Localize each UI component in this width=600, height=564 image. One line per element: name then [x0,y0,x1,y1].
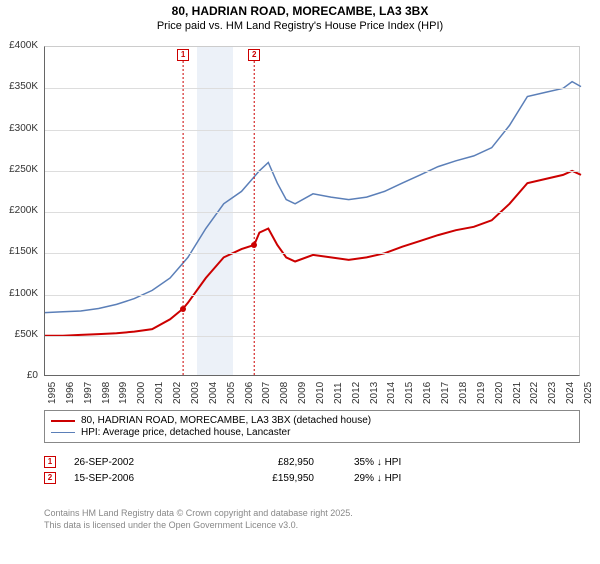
gridline [45,212,579,213]
x-axis-label: 2019 [476,382,487,404]
chart-title: 80, HADRIAN ROAD, MORECAMBE, LA3 3BX [0,4,600,18]
x-axis-label: 2024 [565,382,576,404]
x-axis-label: 2001 [154,382,165,404]
x-axis-label: 2020 [494,382,505,404]
x-axis-label: 2011 [333,382,344,404]
x-axis-label: 2009 [297,382,308,404]
y-axis-label: £0 [0,370,42,381]
x-axis-label: 2017 [440,382,451,404]
x-axis-label: 2016 [422,382,433,404]
gridline [45,171,579,172]
marker-dot [251,242,257,248]
x-axis-label: 2002 [172,382,183,404]
y-axis-label: £400K [0,40,42,51]
x-axis-label: 1998 [101,382,112,404]
x-axis-label: 2022 [529,382,540,404]
gridline [45,295,579,296]
x-axis-label: 2007 [261,382,272,404]
chart-svg [45,47,579,375]
x-axis-label: 2013 [369,382,380,404]
marker-box: 2 [248,49,260,61]
x-axis-label: 2014 [386,382,397,404]
x-axis-label: 1996 [65,382,76,404]
x-axis-label: 2008 [279,382,290,404]
marker-dot [180,306,186,312]
x-axis-label: 1999 [118,382,129,404]
x-axis-label: 1997 [83,382,94,404]
y-axis-label: £100K [0,288,42,299]
x-axis-label: 2000 [136,382,147,404]
x-axis-label: 1995 [47,382,58,404]
chart-subtitle: Price paid vs. HM Land Registry's House … [0,20,600,32]
x-axis-label: 2021 [512,382,523,404]
y-axis-label: £200K [0,205,42,216]
footer-note-2: This data is licensed under the Open Gov… [44,520,580,530]
x-axis-label: 2015 [404,382,415,404]
sale-date: 26-SEP-2002 [74,457,214,468]
legend-label: 80, HADRIAN ROAD, MORECAMBE, LA3 3BX (de… [81,415,371,426]
sale-date: 15-SEP-2006 [74,473,214,484]
sale-delta: 29% ↓ HPI [354,473,494,484]
sale-row: 2 15-SEP-2006£159,95029% ↓ HPI [44,472,580,484]
legend: 80, HADRIAN ROAD, MORECAMBE, LA3 3BX (de… [44,410,580,443]
sale-row: 1 26-SEP-2002£82,95035% ↓ HPI [44,456,580,468]
legend-label: HPI: Average price, detached house, Lanc… [81,427,290,438]
x-axis-label: 2025 [583,382,594,404]
x-axis-label: 2010 [315,382,326,404]
sale-price: £159,950 [214,473,354,484]
y-axis-label: £300K [0,123,42,134]
y-axis-label: £150K [0,246,42,257]
x-axis-label: 2023 [547,382,558,404]
x-axis-label: 2003 [190,382,201,404]
gridline [45,253,579,254]
gridline [45,88,579,89]
y-axis-label: £50K [0,329,42,340]
legend-swatch [51,432,75,434]
sale-delta: 35% ↓ HPI [354,457,494,468]
chart-plot-area: 12 [44,46,580,376]
sales-table: 1 26-SEP-2002£82,95035% ↓ HPI 2 15-SEP-2006… [44,452,580,488]
x-axis-label: 2006 [244,382,255,404]
legend-swatch [51,420,75,422]
legend-item: HPI: Average price, detached house, Lanc… [51,427,573,438]
gridline [45,336,579,337]
x-axis-label: 2004 [208,382,219,404]
marker-box: 1 [177,49,189,61]
gridline [45,130,579,131]
series-line [45,82,581,313]
x-axis-label: 2012 [351,382,362,404]
sale-marker: 1 [44,456,56,468]
y-axis-label: £350K [0,81,42,92]
sale-marker: 2 [44,472,56,484]
sale-price: £82,950 [214,457,354,468]
x-axis-label: 2018 [458,382,469,404]
y-axis-label: £250K [0,164,42,175]
legend-item: 80, HADRIAN ROAD, MORECAMBE, LA3 3BX (de… [51,415,573,426]
footer-note-1: Contains HM Land Registry data © Crown c… [44,508,580,518]
x-axis-label: 2005 [226,382,237,404]
